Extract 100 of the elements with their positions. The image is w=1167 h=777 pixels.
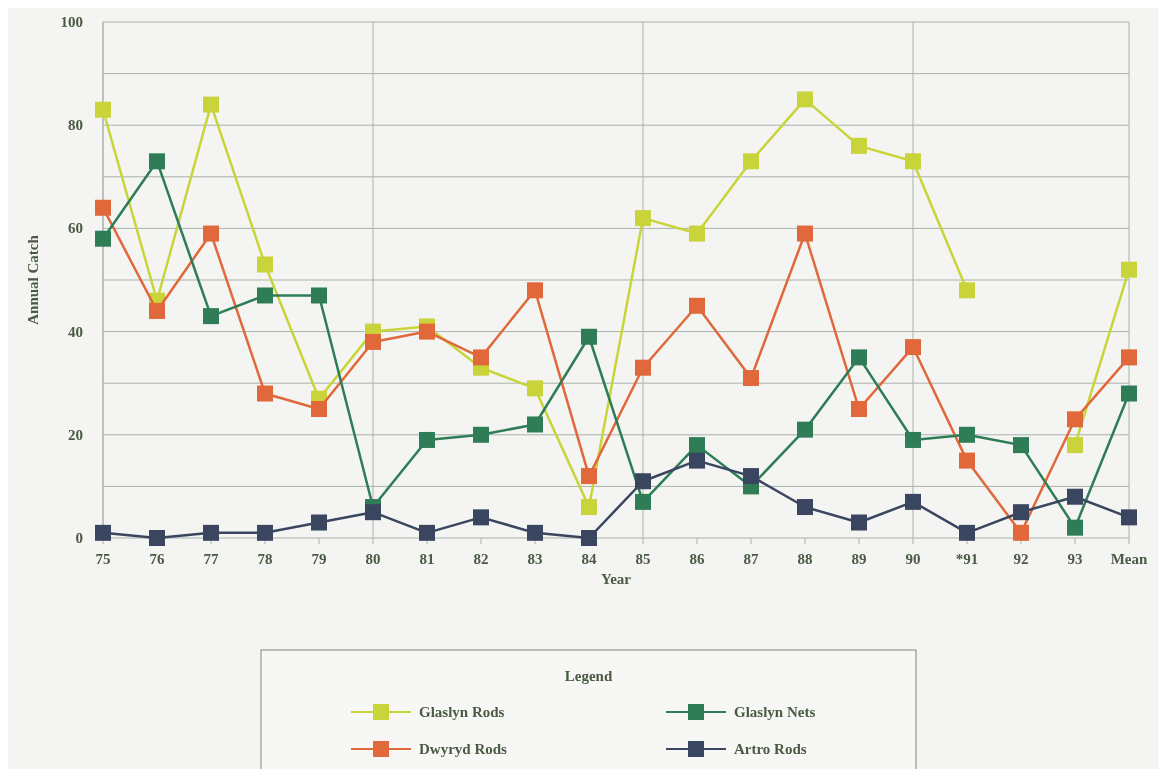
x-tick-label: 85 (635, 551, 651, 567)
point (527, 282, 543, 299)
point (419, 524, 435, 541)
point (959, 282, 975, 299)
point (905, 431, 921, 448)
point (797, 91, 813, 108)
point (635, 359, 651, 376)
point (1013, 524, 1029, 541)
point (743, 370, 759, 387)
point (851, 514, 867, 531)
point (257, 287, 273, 304)
point (905, 153, 921, 170)
point (689, 225, 705, 242)
point (473, 426, 489, 443)
x-tick-label: 92 (1013, 551, 1029, 567)
point (527, 380, 543, 397)
legend-label: Glaslyn Rods (419, 704, 505, 720)
point (635, 493, 651, 510)
legend-label: Glaslyn Nets (734, 704, 816, 720)
point (203, 225, 219, 242)
x-tick-label: 93 (1067, 551, 1083, 567)
point (1121, 261, 1137, 278)
x-axis-title: Year (601, 571, 632, 587)
x-tick-label: 86 (689, 551, 705, 567)
x-tick-label: Mean (1110, 551, 1148, 567)
point (257, 256, 273, 273)
point (527, 524, 543, 541)
x-tick-label: 79 (311, 551, 327, 567)
point (95, 524, 111, 541)
y-tick-label: 100 (60, 14, 83, 30)
point (311, 401, 327, 417)
point (635, 210, 651, 227)
x-tick-label: 90 (905, 551, 921, 567)
legend-label: Dwyryd Rods (419, 741, 508, 757)
point (1067, 411, 1083, 428)
legend-label: Artro Rods (734, 741, 807, 757)
point (689, 437, 705, 454)
point (527, 416, 543, 433)
point (257, 385, 273, 402)
point (851, 137, 867, 154)
x-tick-label: 82 (473, 551, 489, 567)
point (797, 421, 813, 438)
point (1121, 509, 1137, 526)
y-tick-label: 60 (68, 220, 83, 237)
legend-title: Legend (564, 668, 613, 684)
point (473, 509, 489, 526)
point (1067, 437, 1083, 454)
point (95, 199, 111, 216)
point (311, 287, 327, 304)
x-tick-label: 78 (257, 551, 273, 567)
point (635, 473, 651, 490)
point (257, 524, 273, 541)
y-tick-label: 80 (68, 117, 83, 134)
point (95, 101, 111, 118)
point (959, 426, 975, 443)
point (581, 530, 597, 546)
y-axis-title: Annual Catch (25, 234, 41, 325)
point (959, 452, 975, 469)
x-tick-label: *91 (955, 551, 979, 567)
x-tick-label: 84 (581, 551, 597, 567)
x-tick-label: 75 (95, 551, 111, 567)
x-tick-label: 76 (149, 551, 165, 567)
point (797, 499, 813, 516)
point (1013, 504, 1029, 521)
point (1013, 437, 1029, 454)
y-tick-label: 40 (68, 323, 83, 340)
point (743, 468, 759, 485)
point (149, 153, 165, 170)
point (203, 524, 219, 541)
y-tick-label: 0 (75, 530, 83, 546)
point (95, 230, 111, 247)
point (797, 225, 813, 242)
point (959, 524, 975, 541)
point (419, 431, 435, 448)
point (149, 302, 165, 319)
point (311, 514, 327, 531)
point (689, 297, 705, 314)
point (743, 153, 759, 170)
point (149, 530, 165, 546)
point (581, 499, 597, 516)
point (365, 504, 381, 521)
point (203, 96, 219, 113)
point (203, 308, 219, 325)
point (581, 468, 597, 485)
point (1067, 488, 1083, 505)
point (419, 323, 435, 340)
point (1121, 385, 1137, 402)
y-tick-label: 20 (68, 426, 83, 443)
x-tick-label: 89 (851, 551, 867, 567)
point (851, 401, 867, 417)
point (851, 349, 867, 366)
point (1067, 519, 1083, 536)
x-tick-label: 80 (365, 551, 381, 567)
point (473, 349, 489, 366)
x-tick-label: 83 (527, 551, 543, 567)
point (365, 333, 381, 350)
point (689, 452, 705, 469)
x-tick-label: 81 (419, 551, 435, 567)
point (1121, 349, 1137, 366)
point (905, 339, 921, 356)
